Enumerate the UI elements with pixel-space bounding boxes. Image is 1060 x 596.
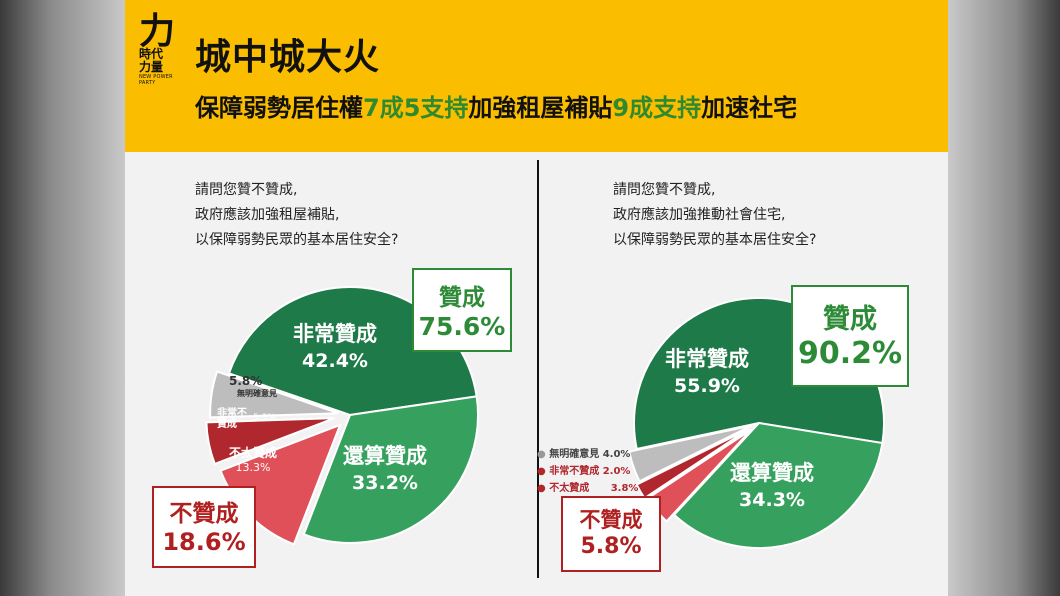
page-subtitle: 保障弱勢居住權7成5支持加強租屋補貼9成支持加速社宅	[195, 88, 797, 123]
right-no-opinion-name: 無明確意見	[549, 449, 600, 460]
right-strongly-disapprove-name: 非常不贊成	[549, 466, 600, 477]
right-not-really-value: 3.8%	[610, 483, 639, 494]
right-very-approve-value: 55.9%	[674, 375, 740, 397]
logo-mark-icon: 力	[139, 10, 175, 52]
left-approve-summary-box: 贊成 75.6%	[412, 268, 512, 352]
left-very-approve-value: 42.4%	[302, 350, 368, 372]
right-very-approve-name: 非常贊成	[665, 347, 749, 371]
left-somewhat-approve-name: 還算贊成	[343, 444, 427, 468]
left-question-line-3: 以保障弱勢民眾的基本居住安全?	[195, 232, 399, 248]
left-pie-chart	[205, 286, 885, 549]
left-no-opinion-name: 無明確意見	[237, 389, 277, 398]
page-title: 城中城大火	[195, 37, 381, 78]
right-question: 請問您贊不贊成, 政府應該加強推動社會住宅, 以保障弱勢民眾的基本居住安全?	[613, 178, 816, 253]
infographic-card: 力 時代 力量 NEW POWER PARTY 城中城大火 保障弱勢居住權7成5…	[125, 0, 948, 596]
right-approve-summary-box: 贊成 90.2%	[791, 285, 909, 387]
left-strongly-disapprove-name: 非常不贊成	[217, 408, 247, 430]
left-label-very-approve: 非常贊成 42.4%	[293, 318, 377, 372]
left-slice-strongly-disapprove	[205, 417, 335, 466]
left-somewhat-approve-value: 33.2%	[352, 472, 418, 494]
right-legend-no-opinion: ● 無明確意見 4.0%	[537, 449, 631, 460]
left-label-no-opinion: 5.8% 無明確意見	[229, 374, 277, 399]
right-label-very-approve: 非常贊成 55.9%	[665, 343, 749, 397]
header-banner: 力 時代 力量 NEW POWER PARTY 城中城大火 保障弱勢居住權7成5…	[125, 0, 948, 152]
panel-divider	[537, 160, 539, 578]
right-approve-label: 贊成	[823, 304, 877, 335]
right-question-line-1: 請問您贊不贊成,	[613, 182, 716, 198]
left-strongly-disapprove-value: 5.3%	[253, 413, 276, 423]
right-question-line-2: 政府應該加強推動社會住宅,	[613, 207, 786, 223]
right-label-somewhat-approve: 還算贊成 34.3%	[730, 457, 814, 511]
right-somewhat-approve-value: 34.3%	[739, 489, 805, 511]
left-disapprove-summary-box: 不贊成 18.6%	[152, 486, 256, 568]
left-approve-value: 75.6%	[418, 312, 506, 341]
subtitle-highlight-1: 7成5支持	[363, 94, 469, 122]
left-slice-somewhat-approve	[302, 395, 479, 544]
right-legend-not-really-approve: ● 不太贊成 3.8%	[537, 483, 639, 494]
left-disapprove-label: 不贊成	[169, 501, 239, 527]
right-disapprove-label: 不贊成	[579, 508, 643, 532]
party-logo: 力 時代 力量 NEW POWER PARTY	[139, 10, 183, 86]
background-left	[0, 0, 125, 596]
left-question: 請問您贊不贊成, 政府應該加強租屋補貼, 以保障弱勢民眾的基本居住安全?	[195, 178, 398, 253]
left-disapprove-value: 18.6%	[162, 528, 246, 556]
left-no-opinion-value: 5.8%	[229, 374, 263, 388]
right-disapprove-summary-box: 不贊成 5.8%	[561, 496, 661, 572]
logo-line-1: 時代	[139, 47, 164, 61]
background-right	[948, 0, 1060, 596]
left-label-not-really-approve: 不太贊成 13.3%	[229, 444, 277, 474]
right-not-really-name: 不太贊成	[549, 483, 590, 494]
left-not-really-value: 13.3%	[235, 461, 271, 474]
right-question-line-3: 以保障弱勢民眾的基本居住安全?	[613, 232, 817, 248]
left-not-really-name: 不太贊成	[229, 446, 278, 460]
right-somewhat-approve-name: 還算贊成	[730, 461, 814, 485]
subtitle-part-3: 加速社宅	[701, 94, 798, 122]
subtitle-part-1: 保障弱勢居住權	[195, 94, 363, 122]
left-question-line-2: 政府應該加強租屋補貼,	[195, 207, 340, 223]
subtitle-highlight-2: 9成支持	[612, 94, 702, 122]
left-slice-no-opinion	[209, 370, 339, 419]
right-disapprove-value: 5.8%	[580, 534, 642, 559]
left-label-strongly-disapprove: 非常不贊成 5.3%	[217, 408, 276, 430]
left-question-line-1: 請問您贊不贊成,	[195, 182, 298, 198]
left-label-somewhat-approve: 還算贊成 33.2%	[343, 440, 427, 494]
logo-line-2: 力量	[139, 60, 164, 74]
logo-small-text: NEW POWER PARTY	[139, 74, 173, 86]
right-approve-value: 90.2%	[797, 336, 903, 371]
right-slice-somewhat-approve	[672, 421, 884, 549]
right-strongly-disapprove-value: 2.0%	[602, 466, 631, 477]
left-approve-label: 贊成	[439, 285, 485, 311]
right-no-opinion-value: 4.0%	[602, 449, 631, 460]
left-very-approve-name: 非常贊成	[293, 322, 377, 346]
right-small-legend: ● 無明確意見 4.0% ● 非常不贊成 2.0% ● 不太贊成 3.8%	[537, 446, 638, 497]
right-legend-strongly-disapprove: ● 非常不贊成 2.0%	[537, 466, 631, 477]
subtitle-part-2: 加強租屋補貼	[468, 94, 613, 122]
right-slice-no-opinion	[627, 424, 752, 483]
